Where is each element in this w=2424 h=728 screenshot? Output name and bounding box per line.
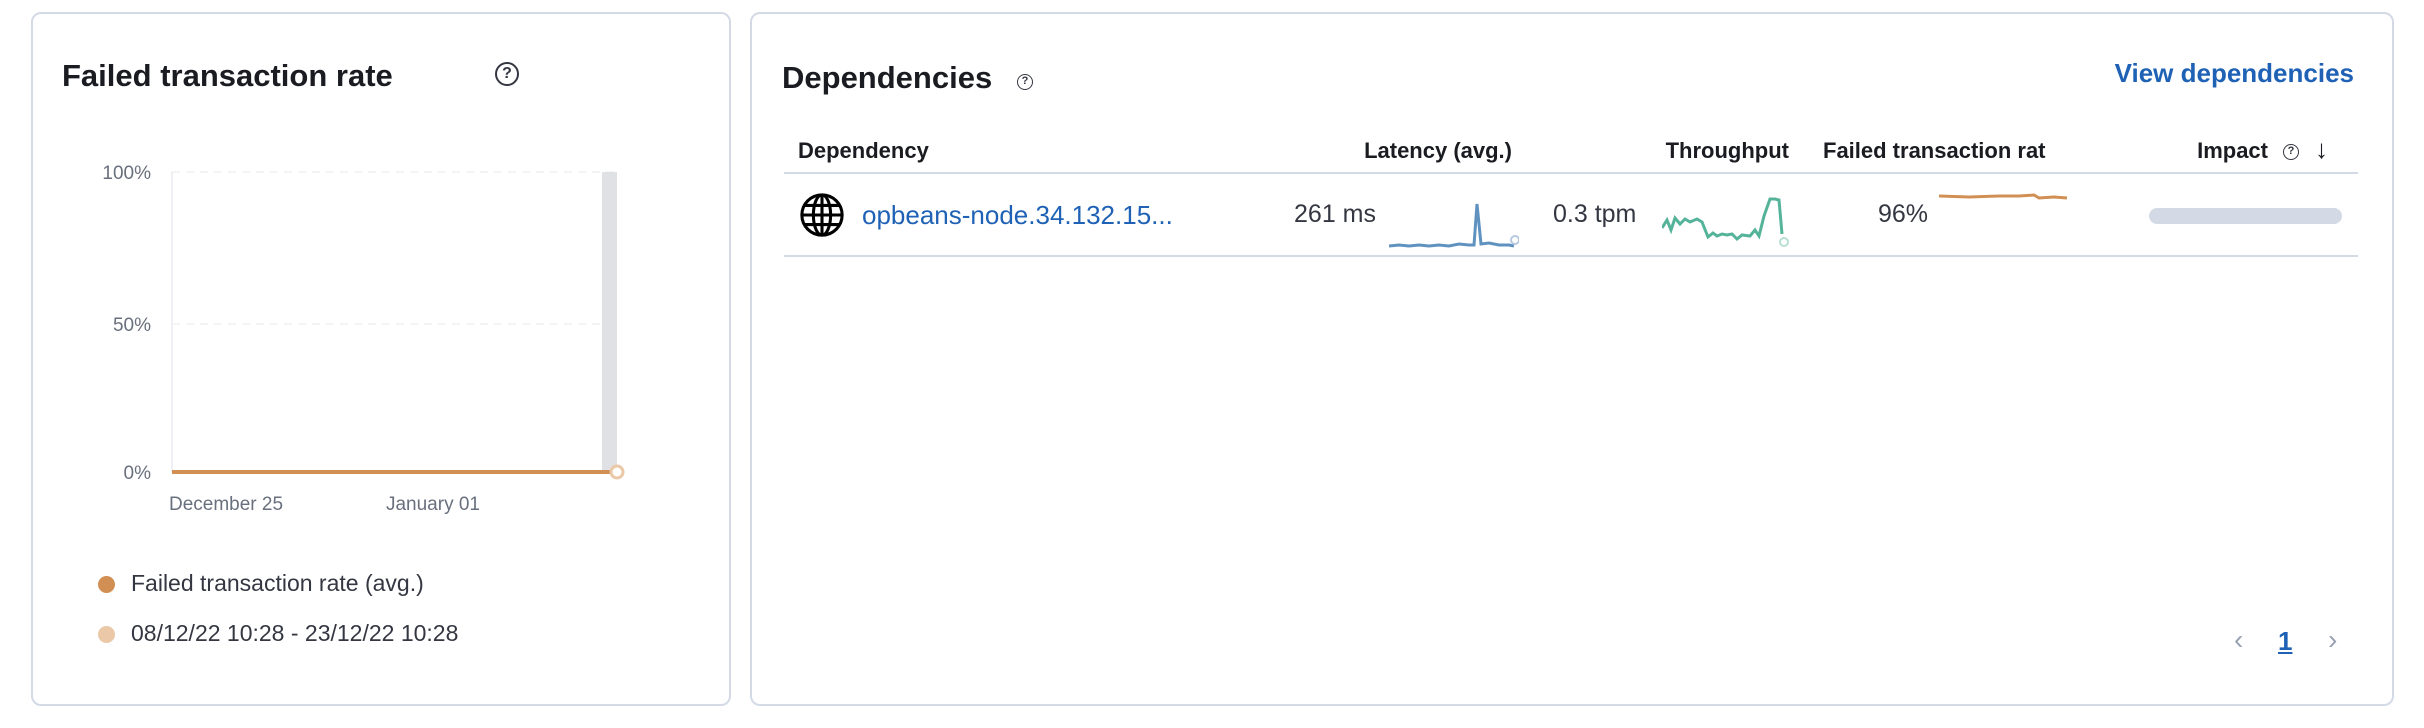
- y-tick-100: 100%: [102, 163, 151, 184]
- header-divider: [784, 172, 2358, 174]
- failed-rate-value: 96%: [1877, 200, 1928, 228]
- legend-dot-failed-rate: [98, 576, 115, 593]
- legend-dot-comparison: [98, 626, 115, 643]
- question-circle-icon[interactable]: ?: [1017, 74, 1033, 90]
- dependencies-panel: Dependencies ? View dependencies Depende…: [750, 12, 2394, 706]
- failed-transaction-rate-panel: Failed transaction rate ? 100% 50% 0% De…: [31, 12, 731, 706]
- question-circle-icon[interactable]: ?: [495, 62, 519, 86]
- question-circle-icon[interactable]: ?: [2283, 144, 2299, 160]
- globe-icon: [800, 193, 844, 237]
- column-header-throughput[interactable]: Throughput: [1665, 138, 1789, 163]
- column-header-impact[interactable]: Impact: [2197, 138, 2268, 163]
- series-point-comparison: [609, 464, 625, 480]
- failed-rate-chart: 100% 50% 0% December 25 January 01: [102, 163, 625, 515]
- column-header-failed-rate[interactable]: Failed transaction rat: [1823, 138, 2046, 163]
- column-header-dependency[interactable]: Dependency: [798, 138, 929, 163]
- page-1-button[interactable]: 1: [2278, 626, 2293, 656]
- x-tick-jan01: January 01: [386, 494, 480, 515]
- panel-title: Dependencies: [782, 60, 993, 95]
- throughput-value: 0.3 tpm: [1553, 200, 1637, 228]
- dependency-link[interactable]: opbeans-node.34.132.15...: [862, 200, 1173, 230]
- highlight-bar: [602, 172, 617, 472]
- chevron-left-icon[interactable]: ‹: [2234, 624, 2244, 655]
- failed-rate-sparkline: [1939, 193, 2068, 200]
- chevron-right-icon[interactable]: ›: [2328, 624, 2338, 655]
- latency-value: 261 ms: [1294, 200, 1376, 228]
- legend-item-comparison[interactable]: 08/12/22 10:28 - 23/12/22 10:28: [131, 620, 459, 646]
- impact-bar: [2149, 208, 2342, 224]
- latency-sparkline: [1389, 203, 1519, 248]
- row-divider: [784, 255, 2358, 257]
- view-dependencies-link[interactable]: View dependencies: [2114, 58, 2354, 88]
- column-header-latency[interactable]: Latency (avg.): [1364, 138, 1512, 163]
- panel-title: Failed transaction rate: [62, 58, 393, 93]
- arrow-down-icon[interactable]: ↓: [2315, 134, 2328, 164]
- throughput-sparkline: [1662, 197, 1789, 247]
- legend-item-failed-rate[interactable]: Failed transaction rate (avg.): [131, 570, 424, 596]
- y-tick-50: 50%: [113, 315, 151, 336]
- y-tick-0: 0%: [124, 463, 152, 484]
- x-tick-dec25: December 25: [169, 494, 283, 515]
